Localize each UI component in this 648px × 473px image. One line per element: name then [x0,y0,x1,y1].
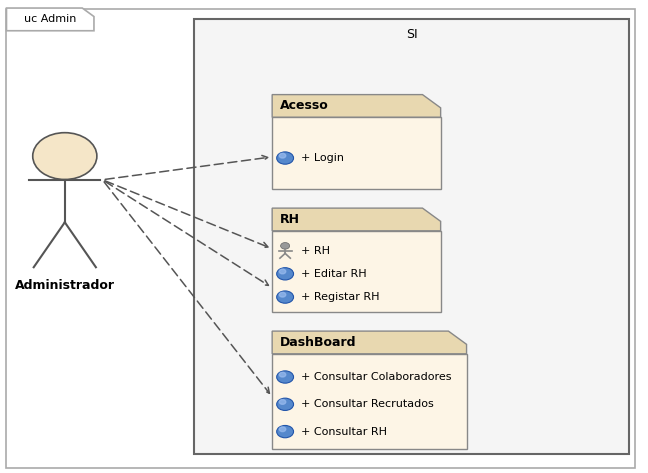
Text: + Login: + Login [301,153,344,163]
Circle shape [277,152,294,164]
Text: + Registar RH: + Registar RH [301,292,380,302]
Polygon shape [272,331,467,354]
Circle shape [277,371,294,383]
Circle shape [277,291,294,303]
Text: Administrador: Administrador [15,279,115,292]
Circle shape [279,427,286,431]
Text: + Consultar Recrutados: + Consultar Recrutados [301,399,434,409]
Polygon shape [272,95,441,117]
Circle shape [281,243,290,249]
FancyBboxPatch shape [6,9,635,468]
Circle shape [277,425,294,438]
Circle shape [32,132,97,179]
Circle shape [279,269,286,274]
FancyBboxPatch shape [272,117,441,189]
Circle shape [277,268,294,280]
Text: SI: SI [406,28,417,41]
Text: Acesso: Acesso [280,99,329,113]
Circle shape [279,292,286,297]
Text: + Consultar RH: + Consultar RH [301,427,388,437]
FancyBboxPatch shape [194,19,629,454]
Circle shape [279,372,286,377]
FancyBboxPatch shape [272,231,441,312]
Text: + RH: + RH [301,245,330,255]
Circle shape [277,398,294,411]
Circle shape [279,153,286,158]
Text: + Editar RH: + Editar RH [301,269,367,279]
Polygon shape [272,208,441,231]
Text: RH: RH [280,213,300,226]
Polygon shape [6,8,94,31]
Circle shape [279,400,286,404]
FancyBboxPatch shape [272,354,467,449]
Text: + Consultar Colaboradores: + Consultar Colaboradores [301,372,452,382]
Text: DashBoard: DashBoard [280,336,356,349]
Text: uc Admin: uc Admin [24,14,76,25]
